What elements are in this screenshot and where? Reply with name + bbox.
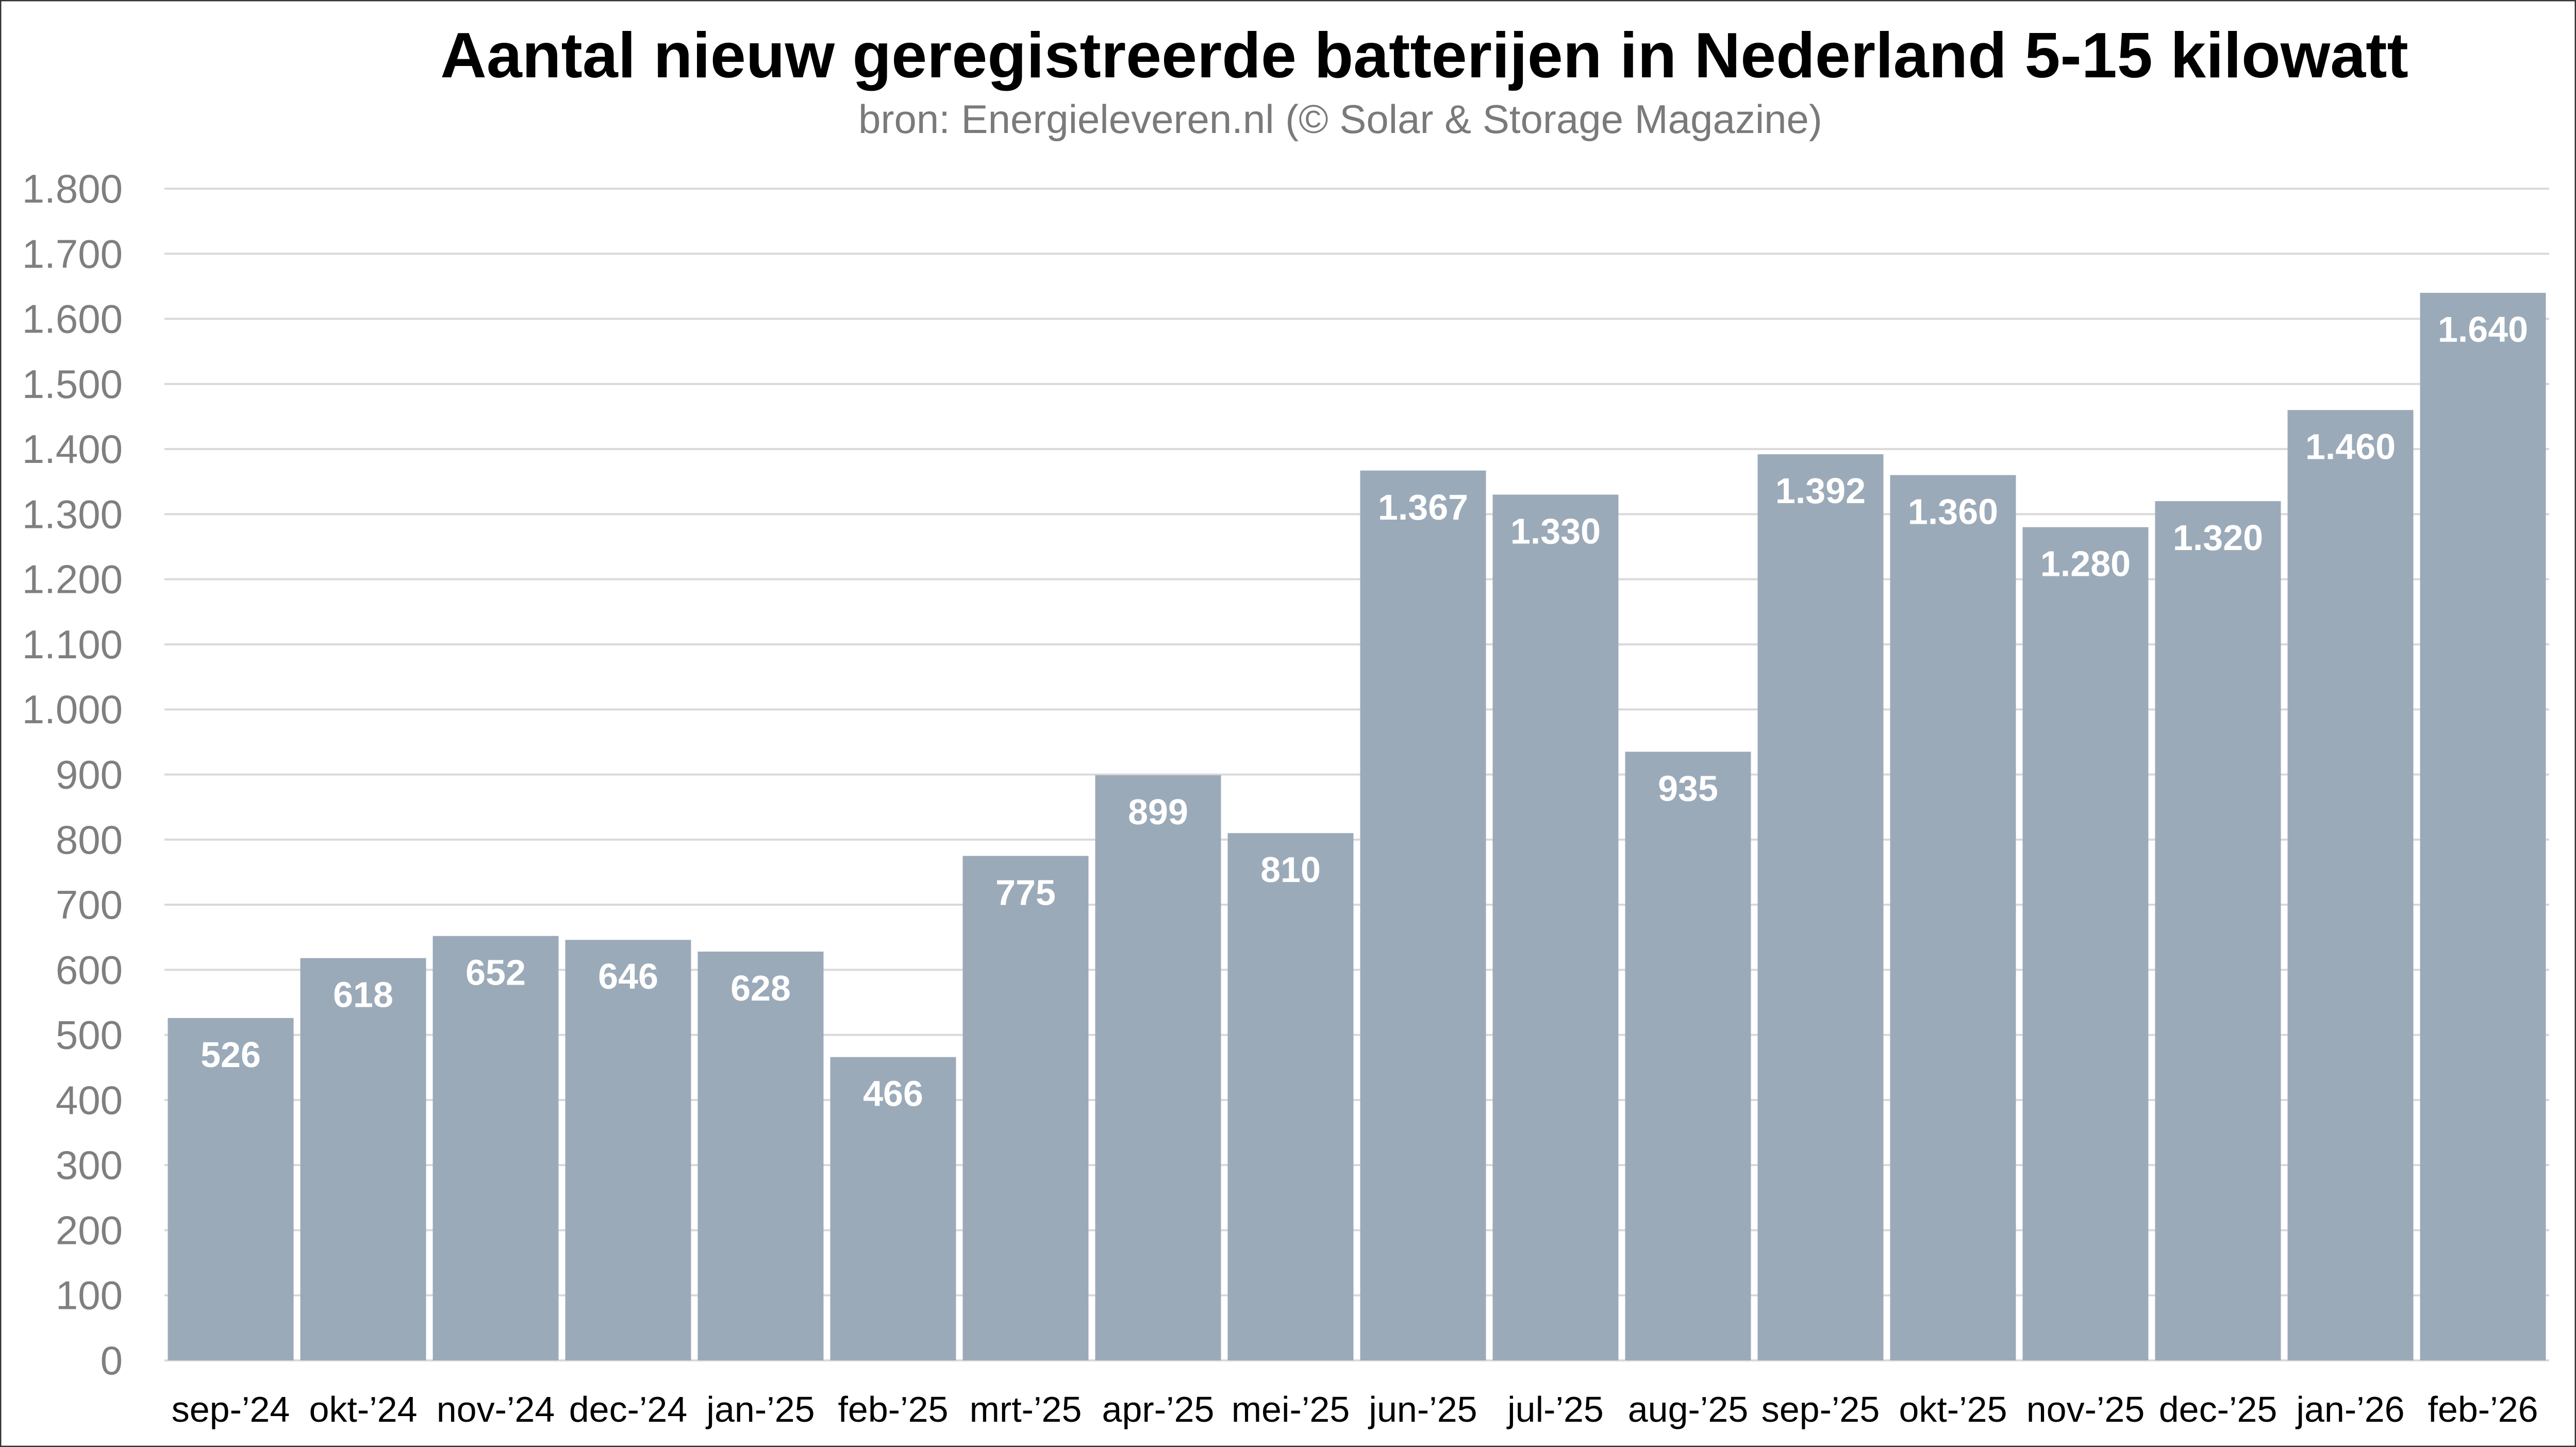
data-label: 899: [1128, 792, 1188, 832]
bar: [1757, 454, 1884, 1360]
x-tick-label: jan-’26: [2295, 1389, 2404, 1429]
bar: [1890, 475, 2016, 1360]
y-tick-label: 1.100: [22, 622, 123, 667]
data-label: 935: [1658, 768, 1718, 808]
bar: [300, 958, 426, 1360]
y-tick-label: 1.800: [22, 166, 123, 211]
x-tick-label: sep-’24: [172, 1389, 290, 1429]
bar: [1095, 775, 1221, 1360]
data-label: 1.640: [2438, 309, 2528, 350]
y-tick-label: 0: [101, 1338, 123, 1383]
x-tick-label: dec-’25: [2159, 1389, 2278, 1429]
x-tick-label: sep-’25: [1761, 1389, 1880, 1429]
x-tick-label: aug-’25: [1628, 1389, 1749, 1429]
y-tick-label: 1.300: [22, 491, 123, 537]
x-tick-label: nov-’24: [437, 1389, 555, 1429]
y-tick-label: 800: [56, 817, 123, 862]
data-label: 1.330: [1510, 511, 1601, 552]
bar: [168, 1018, 294, 1360]
bar: [830, 1057, 956, 1360]
data-label: 1.460: [2305, 426, 2396, 467]
x-tick-label: apr-’25: [1102, 1389, 1215, 1429]
x-tick-label: mei-’25: [1232, 1389, 1350, 1429]
bar: [1492, 494, 1619, 1360]
y-axis-ticks: 0 100 200 300 400 500 600 700 800 900 1.000 1.100 1.…: [22, 166, 123, 1383]
data-label: 1.392: [1775, 471, 1866, 511]
data-label: 1.320: [2173, 518, 2263, 558]
y-tick-label: 400: [56, 1077, 123, 1123]
y-tick-label: 300: [56, 1142, 123, 1188]
x-tick-label: feb-’26: [2428, 1389, 2538, 1429]
chart-title: Aantal nieuw geregistreerde batterijen i…: [440, 20, 2408, 91]
gridlines: [164, 188, 2549, 1361]
data-label: 618: [333, 975, 393, 1015]
x-tick-label: jun-’25: [1368, 1389, 1477, 1429]
bar: [962, 856, 1089, 1360]
y-tick-label: 100: [56, 1273, 123, 1318]
bar: [433, 936, 559, 1360]
data-label: 1.367: [1378, 487, 1468, 527]
y-tick-label: 700: [56, 882, 123, 927]
y-tick-label: 900: [56, 752, 123, 797]
bar: [1625, 752, 1751, 1360]
data-label: 1.280: [2040, 544, 2131, 584]
y-tick-label: 1.500: [22, 361, 123, 407]
y-tick-label: 1.000: [22, 687, 123, 732]
data-label: 652: [466, 953, 526, 993]
bar: [697, 951, 824, 1360]
x-tick-label: okt-’25: [1899, 1389, 2007, 1429]
bar: [565, 940, 691, 1360]
data-label: 775: [995, 872, 1056, 912]
x-tick-label: mrt-’25: [970, 1389, 1082, 1429]
data-label: 628: [730, 968, 791, 1008]
data-label: 526: [201, 1035, 261, 1075]
bars: 526 618 652 646 628 466 775 899 810 1.367 1.330 935…: [168, 293, 2546, 1361]
y-tick-label: 1.700: [22, 231, 123, 276]
bar: [2155, 501, 2281, 1361]
bar: [2287, 410, 2414, 1360]
y-tick-label: 1.400: [22, 426, 123, 472]
y-tick-label: 1.600: [22, 296, 123, 342]
bar: [1227, 833, 1354, 1360]
x-tick-label: dec-’24: [569, 1389, 688, 1429]
x-tick-label: okt-’24: [309, 1389, 417, 1429]
data-label: 646: [598, 956, 658, 996]
y-tick-label: 1.200: [22, 557, 123, 602]
bar: [2420, 293, 2546, 1360]
data-label: 466: [863, 1074, 923, 1114]
data-label: 1.360: [1908, 492, 1998, 532]
x-tick-label: jul-’25: [1506, 1389, 1604, 1429]
bar: [2022, 527, 2149, 1360]
x-tick-label: nov-’25: [2026, 1389, 2145, 1429]
x-tick-label: feb-’25: [838, 1389, 948, 1429]
x-tick-label: jan-’25: [705, 1389, 815, 1429]
chart-subtitle: bron: Energieleveren.nl (© Solar & Stora…: [858, 96, 1822, 142]
y-tick-label: 200: [56, 1207, 123, 1253]
data-label: 810: [1260, 850, 1321, 890]
y-tick-label: 600: [56, 947, 123, 992]
x-axis-ticks: sep-’24 okt-’24 nov-’24 dec-’24 jan-’25 feb-’…: [172, 1389, 2538, 1429]
y-tick-label: 500: [56, 1012, 123, 1058]
bar: [1360, 470, 1486, 1361]
